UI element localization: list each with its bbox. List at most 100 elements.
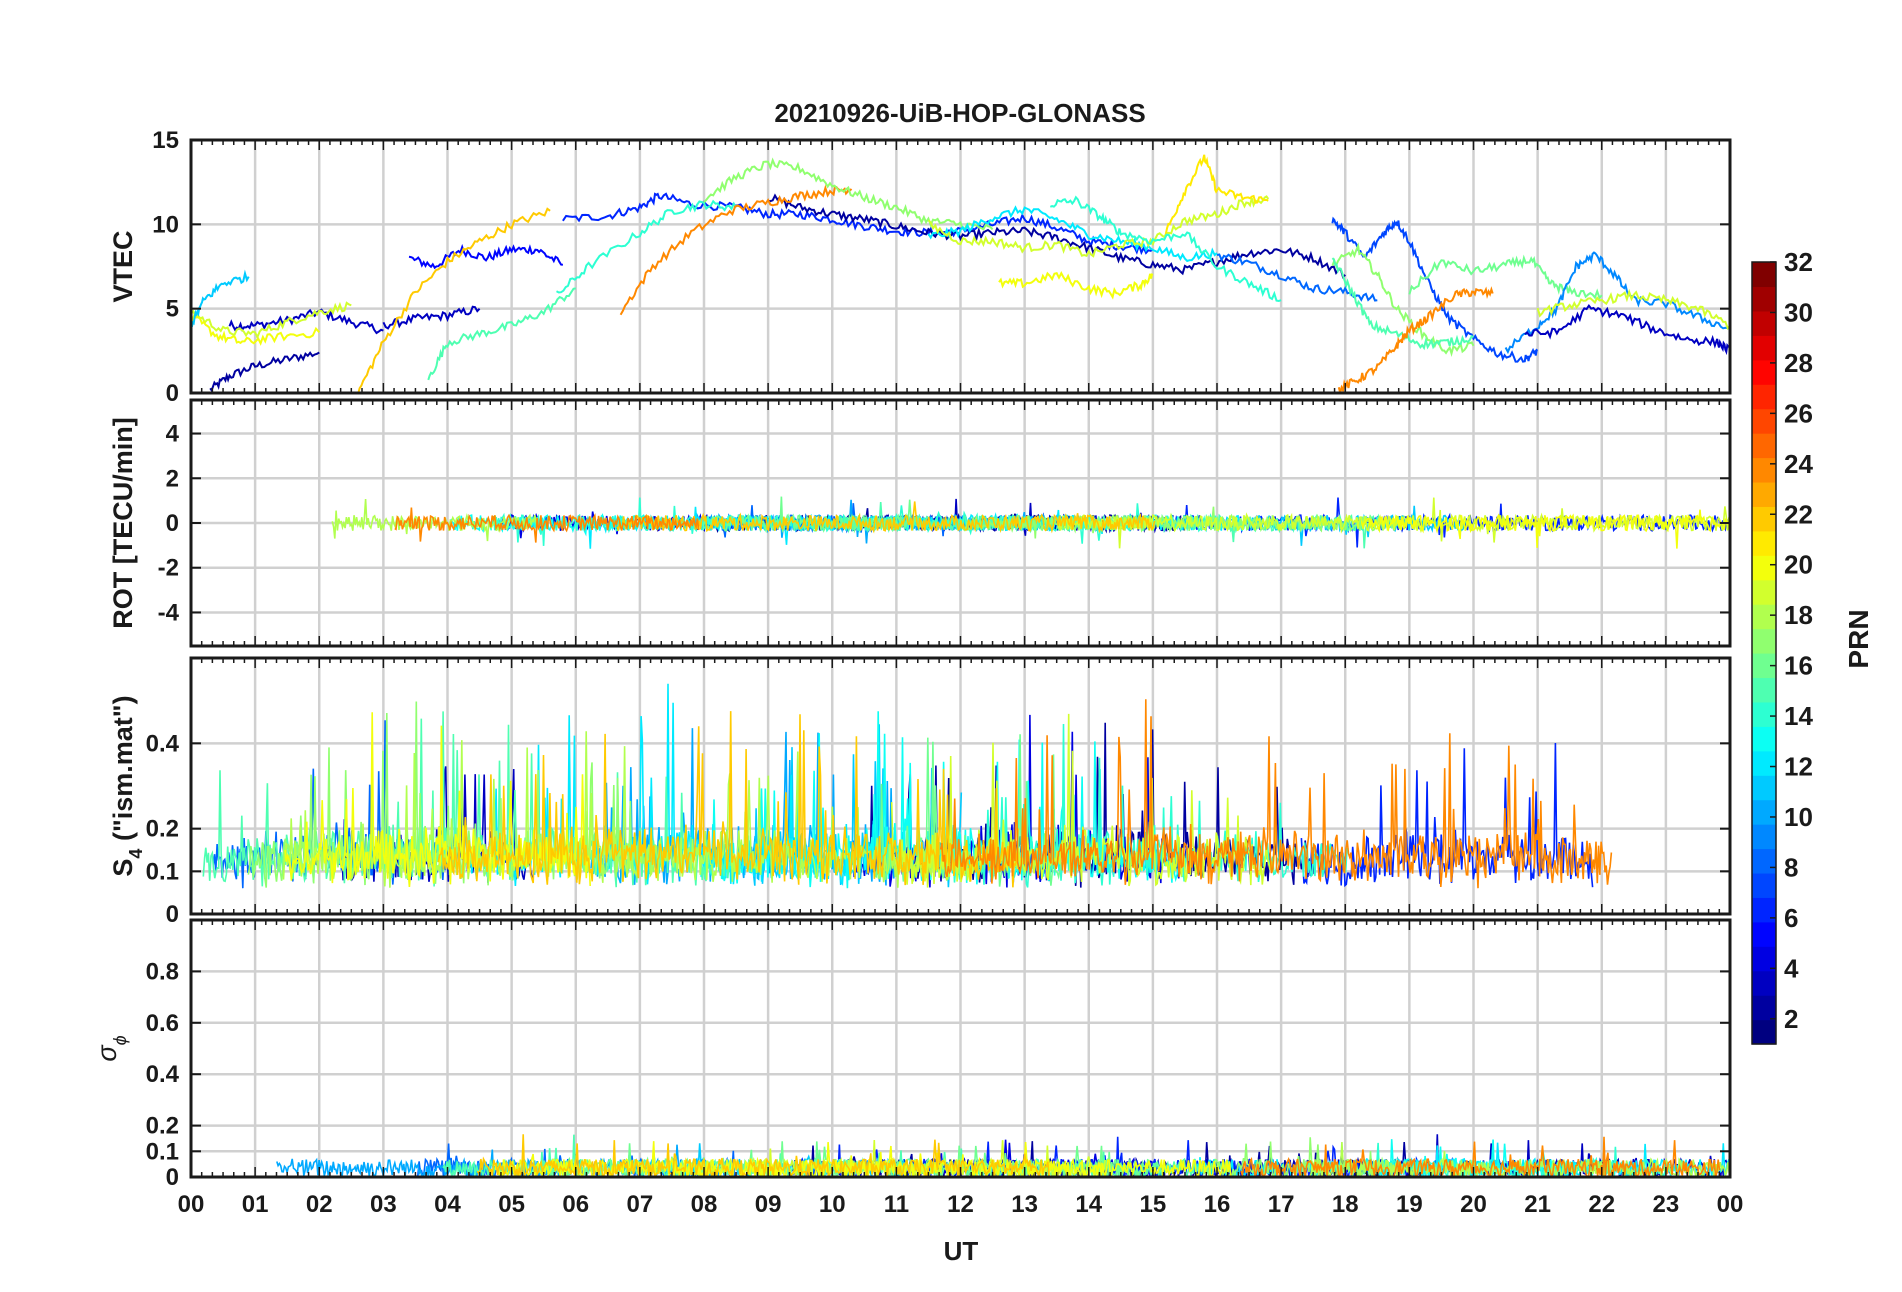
colorbar-segment xyxy=(1752,824,1776,850)
colorbar-segment xyxy=(1752,481,1776,507)
colorbar-segment xyxy=(1752,995,1776,1021)
colorbar-segment xyxy=(1752,726,1776,752)
vtec-series-prn-20 xyxy=(998,271,1154,300)
y-tick-label: 0.6 xyxy=(146,1010,179,1037)
colorbar-tick-label: 2 xyxy=(1784,1004,1798,1034)
x-tick-label: 18 xyxy=(1332,1191,1359,1218)
x-tick-label: 16 xyxy=(1204,1191,1231,1218)
colorbar-label: PRN xyxy=(1843,609,1874,668)
sigma-series-prn-24 xyxy=(1240,1136,1721,1177)
panel-rot: -4 -2 0 2 4 ROT [TECU/min] xyxy=(108,398,1732,648)
x-tick-label: 23 xyxy=(1653,1191,1680,1218)
x-tick-label: 20 xyxy=(1460,1191,1487,1218)
vtec-series-prn-3 xyxy=(228,308,384,335)
vtec-series-prn-24 xyxy=(1337,286,1494,393)
y-tick-label: 5 xyxy=(166,296,179,323)
series-group-s4 xyxy=(202,683,1613,889)
vtec-series-prn-19 xyxy=(191,301,352,340)
colorbar-segment xyxy=(1752,970,1776,996)
colorbar-segment xyxy=(1752,921,1776,947)
vtec-series-prn-2 xyxy=(768,193,1346,279)
series-group-sigma xyxy=(276,1134,1730,1177)
vtec-series-prn-3 xyxy=(1524,304,1730,356)
colorbar-tick-label: 16 xyxy=(1784,651,1813,681)
x-tick-label: 08 xyxy=(691,1191,718,1218)
x-tick-label: 03 xyxy=(370,1191,397,1218)
panel-s4: 0 0.1 0.2 0.4S4 ("ism.mat") xyxy=(108,656,1732,928)
x-tick-label: 14 xyxy=(1075,1191,1102,1218)
colorbar-segment xyxy=(1752,408,1776,434)
y-axis-label-s4: S4 ("ism.mat") xyxy=(108,695,146,876)
s4-series-prn-18 xyxy=(282,731,938,888)
x-tick-label: 05 xyxy=(498,1191,525,1218)
x-tick-label: 12 xyxy=(947,1191,974,1218)
rot-series-prn-22 xyxy=(616,501,1156,534)
rot-series-prn-24 xyxy=(394,507,700,543)
vtec-series-prn-16 xyxy=(1408,254,1603,300)
colorbar-segment xyxy=(1752,897,1776,923)
colorbar-tick-label: 26 xyxy=(1784,398,1813,428)
panel-vtec: 0 5 10 15 VTEC xyxy=(108,127,1732,407)
colorbar-tick-label: 8 xyxy=(1784,852,1798,882)
vtec-series-prn-9 xyxy=(1504,251,1730,355)
colorbar-segment xyxy=(1752,433,1776,459)
y-tick-label: -4 xyxy=(158,599,180,626)
colorbar-segment xyxy=(1752,1019,1776,1045)
x-tick-label: 21 xyxy=(1524,1191,1551,1218)
colorbar-tick-label: 4 xyxy=(1784,953,1799,983)
vtec-series-prn-14 xyxy=(1049,195,1282,303)
colorbar-segment xyxy=(1752,604,1776,630)
x-tick-label: 09 xyxy=(755,1191,782,1218)
y-axis-label-rot: ROT [TECU/min] xyxy=(108,417,138,628)
y-tick-label: 0.1 xyxy=(146,1138,179,1165)
x-tick-label: 19 xyxy=(1396,1191,1423,1218)
y-tick-label: 15 xyxy=(152,127,179,154)
vtec-series-prn-3 xyxy=(382,305,481,330)
y-tick-label: 0 xyxy=(166,1164,179,1191)
colorbar-segment xyxy=(1752,677,1776,703)
x-tick-label: 00 xyxy=(178,1191,205,1218)
vtec-series-prn-22 xyxy=(357,207,551,393)
colorbar-tick-label: 12 xyxy=(1784,752,1813,782)
panel-sigma: 00.10.2 0.4 0.6 0.8 σϕ xyxy=(92,918,1732,1191)
colorbar-tick-label: 10 xyxy=(1784,802,1813,832)
colorbar-segment xyxy=(1752,946,1776,972)
y-tick-label: 0.4 xyxy=(146,1061,180,1088)
s4-series-prn-22 xyxy=(437,711,1019,888)
colorbar-segment xyxy=(1752,310,1776,336)
rot-series-prn-18 xyxy=(331,499,539,542)
colorbar-segment xyxy=(1752,628,1776,654)
rot-series-prn-19 xyxy=(1057,497,1730,549)
chart-title: 20210926-UiB-HOP-GLONASS xyxy=(774,98,1145,128)
vtec-series-prn-12 xyxy=(927,205,1218,263)
y-tick-label: 0.8 xyxy=(146,958,179,985)
y-axis-label-sigma: σϕ xyxy=(92,1035,130,1061)
x-tick-label: 07 xyxy=(627,1191,654,1218)
y-tick-label: 0 xyxy=(166,380,179,407)
colorbar-tick-label: 32 xyxy=(1784,247,1813,277)
vtec-series-prn-11 xyxy=(191,269,250,328)
y-tick-label: 10 xyxy=(152,211,179,238)
colorbar-segment xyxy=(1752,457,1776,483)
y-tick-label: 2 xyxy=(166,465,179,492)
colorbar-segment xyxy=(1752,359,1776,385)
x-tick-label: 22 xyxy=(1588,1191,1615,1218)
colorbar-segment xyxy=(1752,701,1776,727)
y-tick-label: 0.4 xyxy=(146,730,180,757)
vtec-series-prn-24 xyxy=(619,184,853,316)
colorbar-segment xyxy=(1752,750,1776,776)
colorbar-segment xyxy=(1752,775,1776,801)
colorbar-tick-label: 28 xyxy=(1784,348,1813,378)
rot-series-prn-20 xyxy=(1360,509,1730,549)
colorbar-segment xyxy=(1752,262,1776,288)
vtec-series-prn-2 xyxy=(209,351,320,393)
sigma-series-prn-22 xyxy=(476,1134,1051,1177)
colorbar-segment xyxy=(1752,286,1776,312)
x-tick-label: 17 xyxy=(1268,1191,1295,1218)
colorbar-segment xyxy=(1752,555,1776,581)
series-group-rot xyxy=(331,496,1730,549)
x-tick-label: 11 xyxy=(884,1191,909,1218)
x-tick-label: 02 xyxy=(306,1191,333,1218)
